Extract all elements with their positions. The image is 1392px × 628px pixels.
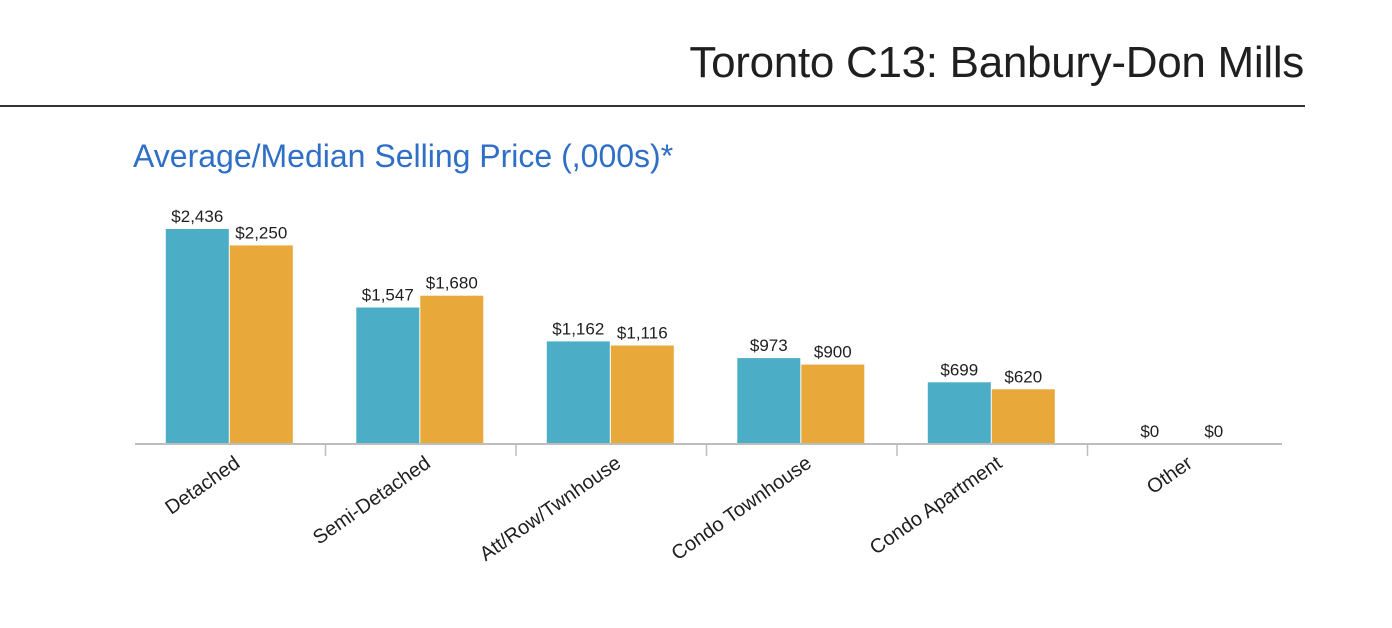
bar-median-2 — [610, 345, 674, 444]
category-label-1: Semi-Detached — [309, 452, 435, 549]
category-label-4: Condo Apartment — [866, 452, 1006, 560]
category-label-0: Detached — [161, 452, 244, 519]
bar-average-1 — [356, 307, 420, 444]
bar-average-3 — [737, 358, 801, 444]
title-divider — [0, 105, 1305, 107]
data-label-average-2: $1,162 — [552, 319, 604, 338]
data-label-average-3: $973 — [750, 336, 788, 355]
data-label-median-2: $1,116 — [617, 324, 668, 343]
data-label-average-4: $699 — [940, 360, 978, 379]
data-label-average-1: $1,547 — [362, 286, 414, 305]
bar-median-1 — [420, 295, 484, 444]
data-label-median-5: $0 — [1204, 422, 1223, 441]
bar-average-0 — [165, 229, 229, 444]
bar-median-4 — [991, 389, 1055, 444]
data-label-median-4: $620 — [1004, 367, 1042, 386]
bar-average-4 — [927, 382, 991, 444]
bar-average-2 — [546, 341, 610, 444]
data-label-median-3: $900 — [814, 343, 852, 362]
data-label-median-0: $2,250 — [235, 223, 287, 242]
chart-title: Average/Median Selling Price (,000s)* — [133, 138, 674, 174]
data-label-median-1: $1,680 — [426, 274, 478, 293]
data-label-average-0: $2,436 — [171, 207, 223, 226]
category-label-2: Att/Row/Twnhouse — [476, 452, 625, 566]
page-title: Toronto C13: Banbury-Don Mills — [689, 38, 1304, 87]
category-label-5: Other — [1143, 452, 1197, 499]
data-label-average-5: $0 — [1140, 422, 1159, 441]
bar-median-3 — [801, 364, 865, 444]
bar-median-0 — [229, 245, 293, 444]
category-label-3: Condo Townhouse — [668, 452, 816, 565]
